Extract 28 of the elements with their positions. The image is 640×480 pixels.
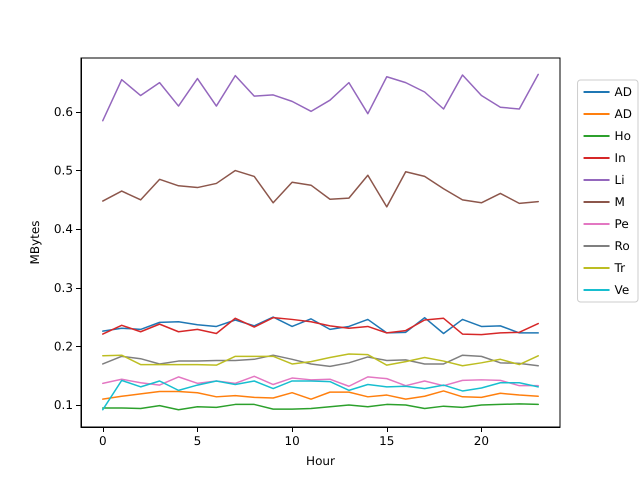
x-axis-title: Hour (306, 454, 336, 468)
legend-label: Pe (614, 217, 629, 231)
legend-label: AD (614, 85, 632, 99)
x-tick-label: 10 (284, 434, 300, 448)
y-axis-title: MBytes (28, 220, 42, 265)
y-tick-label: 0.5 (54, 164, 73, 178)
x-tick-label: 5 (194, 434, 202, 448)
y-tick-label: 0.6 (54, 104, 73, 119)
legend-label: In (614, 151, 626, 165)
y-tick-label: 0.4 (54, 222, 73, 236)
line-series (102, 380, 539, 410)
y-tick-label: 0.3 (54, 280, 73, 295)
x-tick-label: 15 (379, 434, 394, 448)
line-series (102, 390, 539, 400)
legend-label: Tr (614, 261, 626, 275)
legend-label: Li (614, 173, 625, 187)
legend-label: Ve (614, 283, 630, 297)
y-tick-label: 0.2 (54, 339, 73, 354)
legend-label: Ho (614, 129, 631, 143)
line-series (102, 170, 539, 208)
legend-label: M (614, 195, 625, 209)
legend-label: Ro (614, 239, 630, 253)
y-tick-label: 0.1 (54, 398, 73, 412)
line-series (102, 376, 539, 388)
x-tick-label: 20 (474, 434, 490, 448)
x-tick-label: 0 (98, 434, 107, 448)
legend-label: AD (614, 107, 632, 121)
line-series (102, 74, 539, 122)
